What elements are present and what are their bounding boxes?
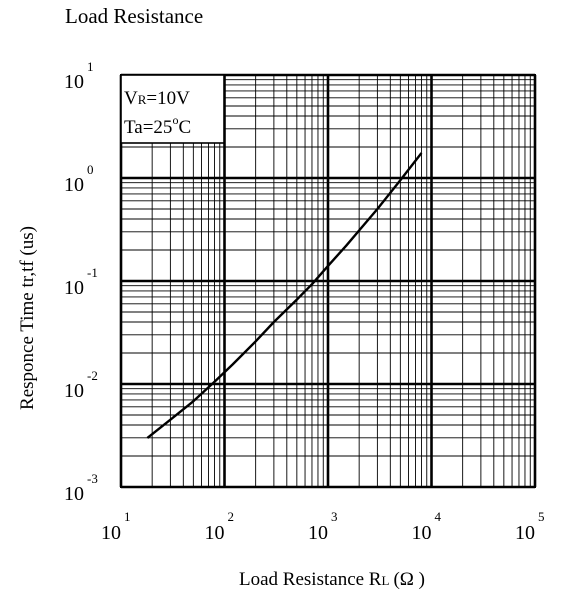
- annotation-line-1: VR=10V: [124, 88, 190, 109]
- x-tick-label: 10: [205, 522, 225, 544]
- y-tick-label: 10: [64, 380, 84, 402]
- plot-frame: [120, 74, 536, 488]
- y-tick-label: 10: [64, 174, 84, 196]
- x-tick-exponent: 4: [435, 509, 442, 524]
- y-tick-exponent: 1: [87, 59, 94, 74]
- x-tick-exponent: 3: [331, 509, 338, 524]
- x-tick-label: 10: [308, 522, 328, 544]
- annotation-box: [120, 74, 225, 144]
- annotation-line-2: Ta=25oC: [124, 113, 191, 138]
- x-tick-label: 10: [412, 522, 432, 544]
- y-tick-exponent: -2: [87, 368, 98, 383]
- x-tick-label: 10: [515, 522, 535, 544]
- y-axis-label: Responce Time tr,tf (us): [17, 226, 38, 410]
- chart-title: Load Resistance: [65, 4, 204, 28]
- y-tick-label: 10: [64, 483, 84, 505]
- x-tick-exponent: 5: [538, 509, 545, 524]
- x-tick-exponent: 1: [124, 509, 131, 524]
- y-tick-label: 10: [64, 71, 84, 93]
- x-axis-label: Load Resistance RL (Ω ): [239, 569, 425, 590]
- x-tick-label: 10: [101, 522, 121, 544]
- y-tick-exponent: 0: [87, 162, 94, 177]
- y-tick-exponent: -3: [87, 471, 98, 486]
- x-tick-exponent: 2: [228, 509, 235, 524]
- y-tick-label: 10: [64, 277, 84, 299]
- series-group: [146, 152, 423, 439]
- response-time-curve: [146, 152, 423, 439]
- y-tick-exponent: -1: [87, 265, 98, 280]
